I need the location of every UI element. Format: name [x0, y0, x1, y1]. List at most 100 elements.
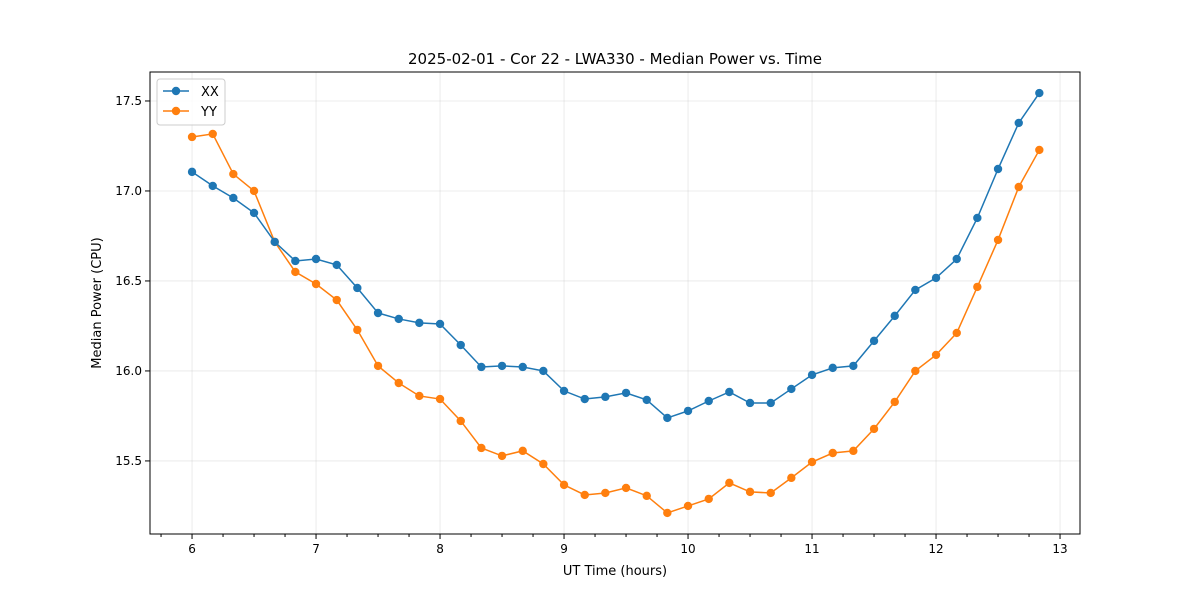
x-tick-label: 8: [436, 542, 444, 556]
x-tick-label: 12: [928, 542, 943, 556]
x-tick-label: 9: [560, 542, 568, 556]
data-point: [952, 254, 961, 264]
data-point: [745, 487, 755, 497]
data-point: [1035, 88, 1044, 98]
plot-frame: [149, 71, 1081, 535]
data-point: [229, 193, 238, 203]
series-line-yy: [191, 133, 1040, 514]
data-point: [621, 388, 631, 398]
data-point: [580, 490, 589, 500]
data-point: [270, 237, 279, 247]
data-point: [539, 459, 548, 469]
data-point: [353, 283, 362, 293]
data-point: [518, 362, 527, 372]
data-point: [911, 285, 920, 295]
y-tick-label: 16.0: [115, 364, 142, 378]
legend: XX YY: [156, 78, 226, 126]
data-point: [332, 260, 341, 270]
y-tick-label: 17.0: [115, 184, 142, 198]
data-point: [559, 480, 569, 490]
chart-title: 2025-02-01 - Cor 22 - LWA330 - Median Po…: [408, 50, 822, 68]
data-point: [683, 501, 693, 511]
data-point: [187, 132, 197, 142]
data-point: [683, 406, 693, 416]
series-yy: [187, 129, 1044, 518]
data-point: [725, 478, 734, 488]
data-point: [311, 279, 321, 289]
x-tick-label: 10: [680, 542, 695, 556]
data-point: [601, 392, 610, 402]
data-point: [601, 488, 610, 498]
legend-marker-xx: [171, 86, 181, 96]
data-point: [890, 397, 899, 407]
data-point: [208, 181, 217, 191]
data-point: [249, 208, 259, 218]
x-tick-label: 6: [188, 542, 196, 556]
data-point: [642, 491, 651, 501]
data-point: [890, 311, 899, 321]
data-point: [828, 448, 837, 458]
data-point: [993, 235, 1003, 245]
data-point: [291, 267, 300, 277]
y-axis: 15.5 16.0 16.5 17.0 17.5: [115, 94, 150, 468]
data-point: [415, 391, 424, 401]
data-point: [663, 413, 672, 423]
data-point: [828, 363, 837, 373]
data-point: [477, 362, 486, 372]
data-point: [435, 319, 445, 329]
data-point: [869, 424, 879, 434]
x-tick-label: 11: [804, 542, 819, 556]
data-point: [973, 213, 982, 223]
data-point: [208, 129, 217, 139]
data-point: [373, 361, 383, 371]
data-point: [787, 384, 796, 394]
data-point: [415, 318, 424, 328]
data-point: [869, 336, 879, 346]
data-point: [394, 378, 403, 388]
data-point: [332, 295, 341, 305]
data-point: [394, 314, 403, 324]
data-point: [849, 446, 858, 456]
data-point: [435, 394, 445, 404]
data-point: [1014, 182, 1023, 192]
data-point: [497, 451, 507, 461]
data-point: [725, 387, 734, 397]
data-point: [1014, 118, 1023, 128]
data-point: [849, 361, 858, 371]
data-point: [642, 395, 651, 405]
data-point: [766, 398, 775, 408]
y-tick-label: 17.5: [115, 94, 142, 108]
data-point: [456, 416, 465, 426]
data-point: [477, 443, 486, 453]
data-point: [1035, 145, 1044, 155]
data-point: [787, 473, 796, 483]
data-point: [291, 256, 300, 266]
data-point: [931, 273, 941, 283]
series-layer: [187, 88, 1044, 518]
series-xx: [187, 88, 1044, 423]
data-point: [373, 308, 383, 318]
data-point: [931, 350, 941, 360]
y-axis-label: Median Power (CPU): [90, 237, 105, 368]
data-point: [456, 340, 465, 350]
data-point: [766, 488, 775, 498]
x-axis-label: UT Time (hours): [563, 564, 667, 579]
data-point: [539, 366, 548, 376]
y-tick-label: 16.5: [115, 274, 142, 288]
legend-marker-yy: [171, 106, 181, 116]
data-point: [704, 494, 713, 504]
legend-label: YY: [200, 105, 217, 120]
data-point: [229, 169, 238, 179]
data-point: [745, 398, 755, 408]
y-tick-label: 15.5: [115, 454, 142, 468]
grid: [150, 72, 1080, 534]
x-axis: 6 7 8 9 10 11 12 13: [160, 534, 1068, 556]
data-point: [952, 328, 961, 338]
data-point: [621, 483, 631, 493]
data-point: [249, 186, 259, 196]
data-point: [311, 254, 321, 264]
data-point: [187, 167, 197, 177]
x-tick-label: 7: [312, 542, 320, 556]
data-point: [807, 457, 817, 467]
